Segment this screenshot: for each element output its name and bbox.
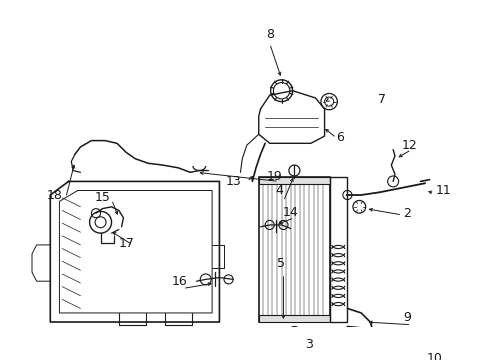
Text: 11: 11 (435, 184, 450, 197)
Text: 6: 6 (335, 131, 344, 144)
Text: 5: 5 (276, 257, 284, 270)
Text: 18: 18 (47, 189, 62, 202)
Bar (329, 177, 346, 322)
Text: 13: 13 (225, 175, 241, 188)
Text: 17: 17 (118, 237, 134, 249)
Text: 1: 1 (487, 211, 488, 224)
Bar (258, 177, 329, 184)
Text: 14: 14 (282, 206, 298, 219)
Text: 12: 12 (401, 139, 417, 152)
Text: 8: 8 (265, 28, 273, 41)
Text: 4: 4 (274, 184, 282, 197)
Bar (258, 177, 329, 322)
Text: 3: 3 (305, 338, 312, 351)
Text: 2: 2 (402, 207, 410, 220)
Text: 7: 7 (377, 93, 386, 106)
Text: 16: 16 (171, 275, 187, 288)
Text: 9: 9 (402, 311, 410, 324)
Bar (258, 315, 329, 322)
Text: 19: 19 (266, 170, 282, 183)
Text: 10: 10 (426, 352, 441, 360)
Text: 15: 15 (94, 191, 110, 204)
